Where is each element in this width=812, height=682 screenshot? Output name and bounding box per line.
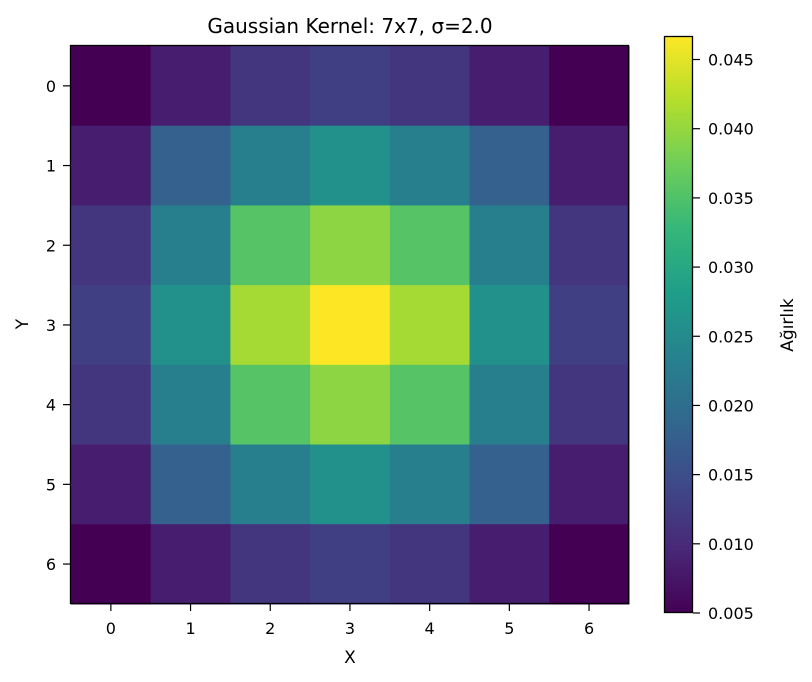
heatmap-cell bbox=[71, 444, 152, 525]
heatmap-cell bbox=[549, 205, 630, 286]
heatmap-cell bbox=[230, 46, 311, 127]
heatmap-cell bbox=[230, 364, 311, 446]
y-axis-label: Y bbox=[13, 318, 33, 330]
heatmap-cell bbox=[469, 46, 550, 127]
y-tick-label: 4 bbox=[46, 396, 56, 415]
colorbar-tick-label: 0.020 bbox=[708, 396, 754, 415]
heatmap-cell bbox=[389, 364, 471, 446]
heatmap-cell bbox=[469, 524, 550, 605]
heatmap-cell bbox=[469, 364, 550, 446]
heatmap-cell bbox=[549, 364, 630, 446]
heatmap-cell bbox=[71, 285, 152, 366]
heatmap-cell bbox=[469, 125, 550, 206]
x-axis-ticks: 0 1 2 3 4 5 6 bbox=[106, 604, 594, 638]
colorbar-frame bbox=[663, 35, 694, 614]
colorbar-label: Ağırlık bbox=[778, 298, 798, 352]
x-tick-label: 3 bbox=[345, 619, 355, 638]
heatmap-cell bbox=[310, 205, 391, 286]
heatmap-cell bbox=[389, 444, 471, 525]
heatmap-cell bbox=[549, 46, 630, 127]
heatmap-cell bbox=[310, 444, 391, 525]
colorbar-ticks: 0.005 0.010 0.015 0.020 0.025 0.030 0.035 0.040… bbox=[693, 51, 754, 623]
heatmap-cell bbox=[389, 46, 471, 127]
heatmap-cell bbox=[150, 125, 231, 206]
y-tick-label: 0 bbox=[46, 77, 56, 96]
heatmap-cell bbox=[230, 444, 311, 525]
y-axis-ticks: 0 1 2 3 4 5 6 bbox=[46, 77, 70, 574]
y-tick-label: 3 bbox=[46, 316, 56, 335]
heatmap-cell bbox=[469, 285, 550, 366]
y-tick-label: 5 bbox=[46, 475, 56, 494]
heatmap-cell bbox=[549, 524, 630, 605]
x-tick-label: 6 bbox=[584, 619, 594, 638]
y-tick-label: 1 bbox=[46, 157, 56, 176]
x-tick-label: 1 bbox=[185, 619, 195, 638]
heatmap-cell bbox=[389, 205, 471, 286]
heatmap-cell bbox=[469, 444, 550, 525]
y-tick-label: 6 bbox=[46, 555, 56, 574]
heatmap-cell bbox=[389, 285, 471, 366]
colorbar-gradient bbox=[664, 36, 693, 613]
colorbar-tick-label: 0.010 bbox=[708, 535, 754, 554]
x-tick-label: 0 bbox=[106, 619, 116, 638]
heatmap-cell bbox=[150, 285, 231, 366]
heatmap-cell bbox=[71, 364, 152, 446]
x-axis-label: X bbox=[344, 648, 356, 668]
heatmap-cell bbox=[310, 46, 391, 127]
heatmap-cell bbox=[230, 524, 311, 605]
colorbar-tick-label: 0.030 bbox=[708, 258, 754, 277]
heatmap-cell bbox=[230, 205, 311, 286]
x-tick-label: 4 bbox=[425, 619, 435, 638]
colorbar-tick-label: 0.035 bbox=[708, 189, 754, 208]
x-tick-label: 5 bbox=[504, 619, 514, 638]
colorbar-tick-label: 0.040 bbox=[708, 120, 754, 139]
heatmap-cell bbox=[71, 524, 152, 605]
heatmap-cell bbox=[150, 46, 231, 127]
heatmap-cell bbox=[549, 285, 630, 366]
heatmap-cell bbox=[549, 125, 630, 206]
chart-title: Gaussian Kernel: 7x7, σ=2.0 bbox=[207, 14, 492, 38]
heatmap-cell bbox=[71, 125, 152, 206]
heatmap-cell bbox=[310, 285, 391, 366]
heatmap-cell bbox=[150, 205, 231, 286]
heatmap-cell bbox=[230, 125, 311, 206]
heatmap-cell bbox=[310, 364, 391, 446]
colorbar-tick-label: 0.005 bbox=[708, 604, 754, 623]
heatmap-cell bbox=[469, 205, 550, 286]
colorbar-tick-label: 0.045 bbox=[708, 51, 754, 70]
colorbar-tick-label: 0.025 bbox=[708, 327, 754, 346]
heatmap-cell bbox=[230, 285, 311, 366]
heatmap-cell bbox=[310, 125, 391, 206]
heatmap-cell bbox=[71, 46, 152, 127]
plot-frame bbox=[69, 44, 630, 605]
heatmap-cells bbox=[71, 46, 630, 605]
colorbar-tick-label: 0.015 bbox=[708, 466, 754, 485]
heatmap-cell bbox=[150, 524, 231, 605]
heatmap-cell bbox=[549, 444, 630, 525]
heatmap-cell bbox=[389, 125, 471, 206]
y-tick-label: 2 bbox=[46, 236, 56, 255]
heatmap-cell bbox=[150, 364, 231, 446]
heatmap-cell bbox=[389, 524, 471, 605]
heatmap-cell bbox=[71, 205, 152, 286]
heatmap-cell bbox=[150, 444, 231, 525]
x-tick-label: 2 bbox=[265, 619, 275, 638]
heatmap-cell bbox=[310, 524, 391, 605]
